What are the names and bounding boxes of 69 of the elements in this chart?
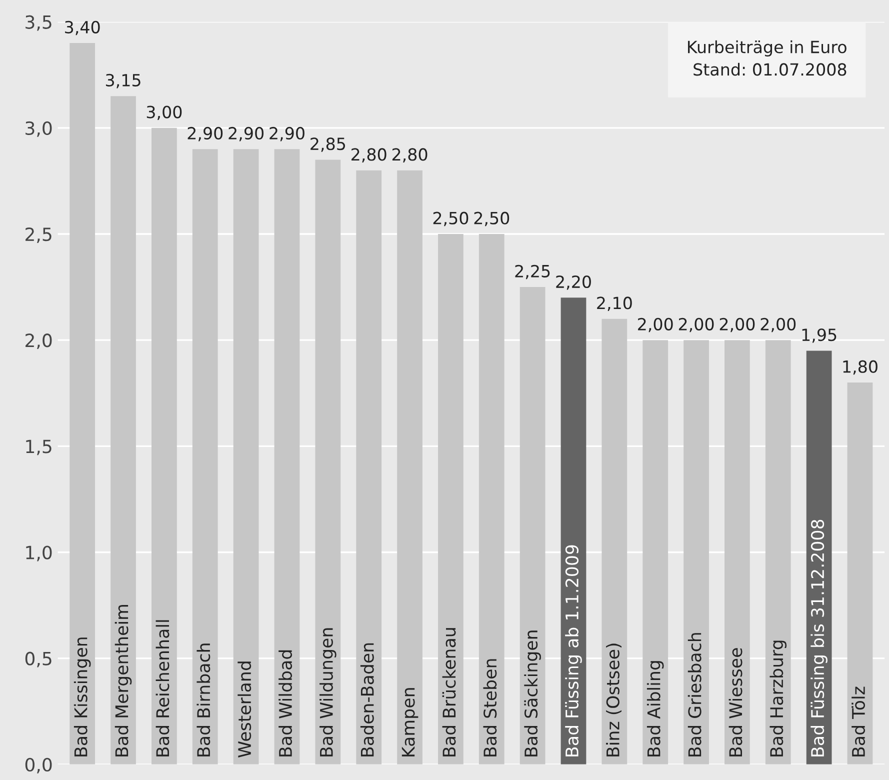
bar: [602, 318, 628, 764]
data-label: 2,10: [597, 296, 632, 311]
data-label: 2,20: [556, 275, 591, 290]
y-tick-label: 3,5: [26, 15, 52, 31]
data-label: 2,90: [188, 126, 223, 142]
bar: [724, 340, 750, 764]
x-tick-label: Binz (Ostsee): [606, 644, 622, 756]
data-label: 2,90: [228, 126, 264, 142]
data-label: 2,85: [310, 138, 346, 152]
data-label: 2,50: [474, 212, 510, 226]
x-tick-label: Bad Steben: [483, 659, 497, 756]
data-label: 1,95: [802, 328, 836, 343]
bar: [765, 340, 791, 764]
data-label: 2,50: [433, 212, 468, 226]
data-label: 3,15: [106, 74, 140, 88]
bar: [520, 287, 546, 764]
x-tick-label: Bad Wildungen: [320, 628, 336, 756]
x-tick-label: Bad Kissingen: [74, 638, 91, 756]
y-tick-label: 1,0: [26, 546, 52, 562]
data-label: 2,00: [760, 318, 796, 332]
bar: [397, 170, 422, 764]
bar: [233, 149, 259, 764]
x-tick-label: Bad Füssing ab 1.1.2009: [565, 545, 582, 756]
data-label: 2,25: [515, 264, 550, 280]
bar: [70, 43, 96, 764]
data-label: 2,80: [352, 148, 386, 162]
x-tick-label: Bad Wiessee: [728, 648, 742, 756]
x-tick-label: Bad Griesbach: [688, 633, 702, 756]
y-tick-label: 2,0: [26, 334, 52, 350]
bar: [560, 298, 586, 764]
data-label: 2,00: [638, 318, 673, 332]
x-tick-label: Bad Birnbach: [196, 644, 210, 756]
x-tick-label: Bad Reichenhall: [156, 620, 170, 756]
y-tick-label: 0,0: [25, 758, 52, 774]
bar: [274, 149, 300, 764]
x-tick-label: Baden-Baden: [360, 643, 374, 756]
data-label: 2,00: [678, 318, 714, 332]
bar: [152, 128, 177, 764]
data-label: 2,00: [720, 318, 755, 332]
bar: [684, 340, 709, 764]
x-tick-label: Bad Wildbad: [278, 650, 292, 756]
data-label: 2,80: [392, 148, 428, 162]
annotation: Kurbeiträge in Euro Stand: 01.07.2008: [688, 40, 846, 76]
x-tick-label: Bad Harzburg: [770, 640, 787, 756]
x-tick-label: Bad Füssing bis 31.12.2008: [810, 520, 828, 756]
x-tick-label: Bad Aibling: [646, 661, 664, 756]
bar: [847, 382, 873, 764]
x-tick-label: Bad Mergentheim: [114, 604, 132, 756]
y-tick-label: 2,5: [26, 227, 52, 243]
bar: [806, 350, 832, 764]
bar: [315, 160, 341, 764]
bar: [192, 149, 218, 764]
bar: [642, 340, 668, 764]
data-label: 1,80: [843, 360, 878, 375]
y-tick-label: 3,0: [26, 121, 52, 137]
x-tick-label: Bad Säckingen: [524, 630, 541, 756]
data-label: 3,00: [146, 106, 182, 120]
y-tick-label: 0,5: [25, 652, 52, 668]
data-label: 3,40: [65, 20, 100, 36]
x-tick-label: Kampen: [402, 688, 418, 756]
bar: [478, 234, 504, 764]
bar: [356, 170, 382, 764]
data-label: 2,90: [270, 126, 304, 142]
bar: [110, 96, 136, 764]
bar: [438, 234, 464, 764]
x-tick-label: Bad Brückenau: [442, 628, 456, 756]
x-tick-label: Bad Tölz: [852, 686, 866, 756]
y-tick-label: 1,5: [26, 440, 52, 456]
x-tick-label: Westerland: [238, 662, 252, 758]
